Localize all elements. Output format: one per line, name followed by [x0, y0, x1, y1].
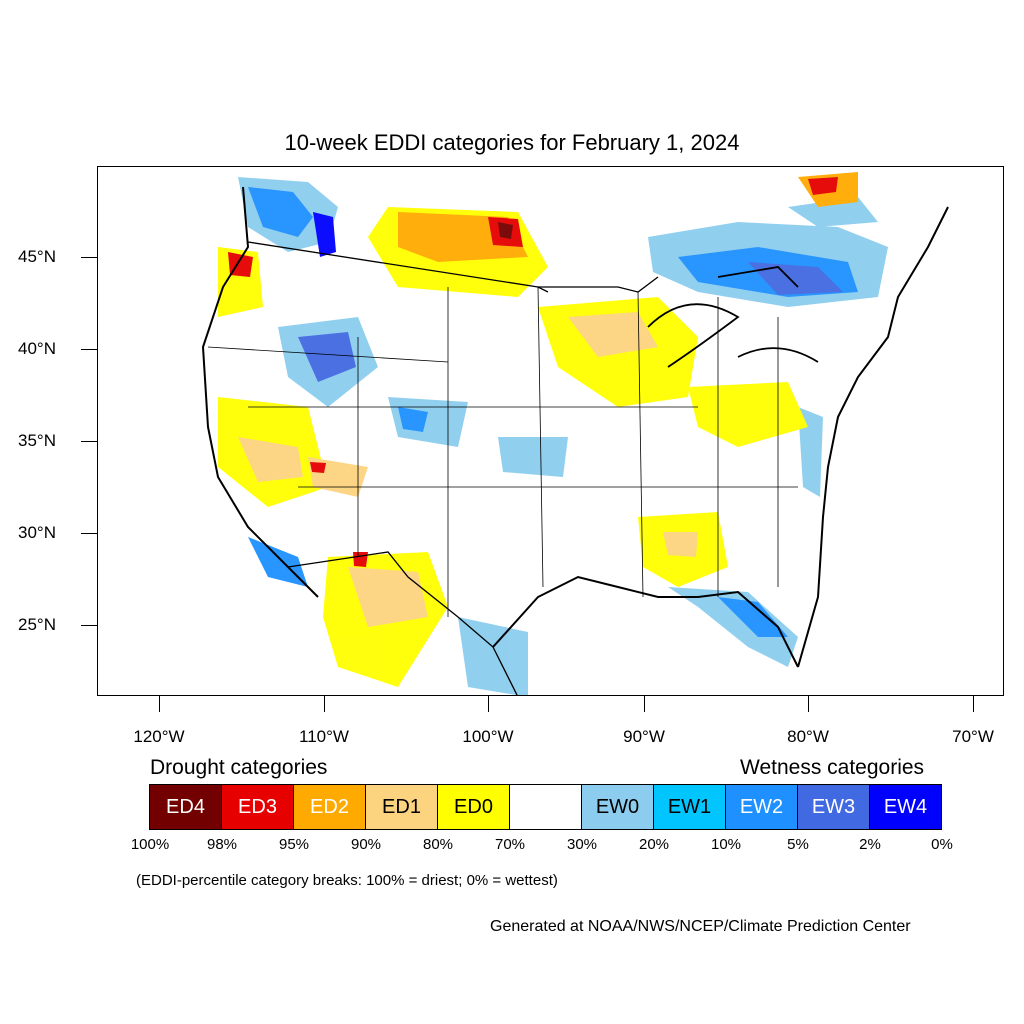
legend-box-none — [509, 784, 582, 830]
lon-label-110w: 110°W — [299, 727, 349, 746]
lon-label-100w: 100°W — [462, 727, 514, 746]
category-shading — [218, 172, 888, 695]
lon-label-80w: 80°W — [787, 727, 829, 746]
lon-tick — [488, 696, 489, 712]
legend-box-ew4: EW4 — [869, 784, 942, 830]
legend-break-label: 98% — [206, 836, 238, 853]
breaks-note: (EDDI-percentile category breaks: 100% =… — [136, 872, 558, 889]
legend-break-label: 90% — [350, 836, 382, 853]
legend-box-ed0: ED0 — [437, 784, 510, 830]
lon-tick — [808, 696, 809, 712]
lat-tick — [81, 349, 97, 350]
legend-colorbar: ED4 ED3 ED2 ED1 ED0 EW0 EW1 EW2 EW3 EW4 — [149, 784, 942, 830]
legend-break-label: 70% — [494, 836, 526, 853]
lat-label-30: 30°N — [18, 523, 56, 542]
legend-break-label: 2% — [859, 836, 881, 853]
legend-box-ew3: EW3 — [797, 784, 870, 830]
legend-break-label: 95% — [278, 836, 310, 853]
lat-tick — [81, 625, 97, 626]
lat-label-45: 45°N — [18, 247, 56, 266]
legend-break-label: 100% — [130, 836, 170, 853]
legend-box-ed2: ED2 — [293, 784, 366, 830]
boundaries — [201, 186, 949, 695]
legend-break-label: 5% — [787, 836, 809, 853]
legend-box-ew1: EW1 — [653, 784, 726, 830]
legend-break-label: 10% — [710, 836, 742, 853]
lon-label-120w: 120°W — [133, 727, 185, 746]
legend-box-ed1: ED1 — [365, 784, 438, 830]
map-canvas — [201, 172, 949, 695]
legend-box-ew0: EW0 — [581, 784, 654, 830]
lon-tick — [324, 696, 325, 712]
legend-break-label: 0% — [931, 836, 953, 853]
lat-tick — [81, 533, 97, 534]
lon-label-70w: 70°W — [952, 727, 994, 746]
lat-label-35: 35°N — [18, 431, 56, 450]
lon-label-90w: 90°W — [623, 727, 665, 746]
credit-line: Generated at NOAA/NWS/NCEP/Climate Predi… — [490, 918, 911, 935]
drought-heading: Drought categories — [150, 756, 328, 779]
legend-break-label: 30% — [566, 836, 598, 853]
legend-break-label: 20% — [638, 836, 670, 853]
lat-tick — [81, 441, 97, 442]
eddi-map — [97, 166, 1004, 696]
lat-tick — [81, 257, 97, 258]
legend-box-ew2: EW2 — [725, 784, 798, 830]
wetness-heading: Wetness categories — [740, 756, 925, 779]
lat-label-40: 40°N — [18, 339, 56, 358]
lon-tick — [159, 696, 160, 712]
legend-box-ed3: ED3 — [221, 784, 294, 830]
lon-tick — [973, 696, 974, 712]
map-title: 10-week EDDI categories for February 1, … — [284, 130, 740, 155]
lat-label-25: 25°N — [18, 615, 56, 634]
lon-tick — [644, 696, 645, 712]
legend-break-label: 80% — [422, 836, 454, 853]
legend-box-ed4: ED4 — [149, 784, 222, 830]
